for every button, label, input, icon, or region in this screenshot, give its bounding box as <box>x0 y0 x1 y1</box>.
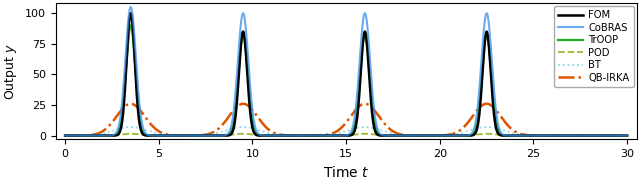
Legend: FOM, CoBRAS, TrOOP, POD, BT, QB-IRKA: FOM, CoBRAS, TrOOP, POD, BT, QB-IRKA <box>554 6 634 87</box>
X-axis label: Time $t$: Time $t$ <box>323 165 369 180</box>
Y-axis label: Output $y$: Output $y$ <box>3 43 19 100</box>
